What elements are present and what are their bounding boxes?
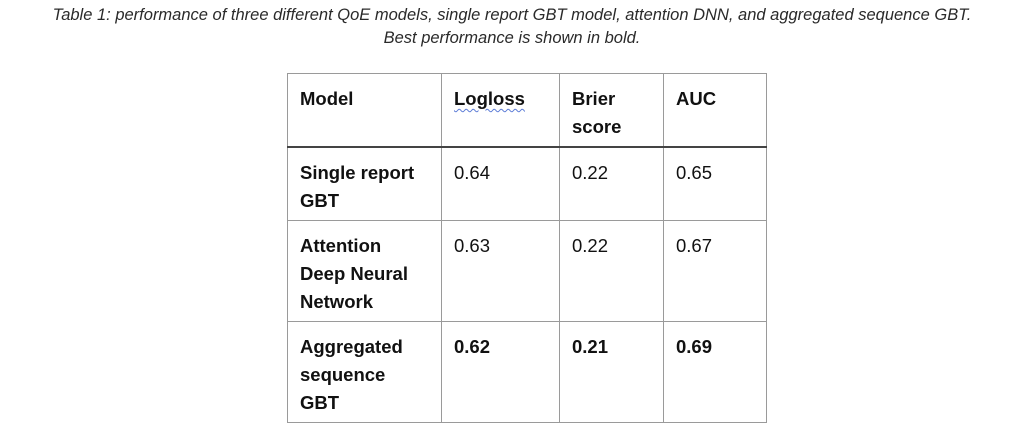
cell-logloss: 0.63 [441,220,560,322]
header-brier-score: Brier score [559,73,664,148]
header-auc: AUC [663,73,767,148]
table-row: Single report GBT 0.64 0.22 0.65 [287,146,767,221]
table-caption: Table 1: performance of three different … [0,4,1024,50]
caption-line-2: Best performance is shown in bold. [383,29,641,47]
results-table: Model Logloss Brier score AUC Single rep… [287,73,767,423]
cell-brier-score: 0.22 [559,220,664,322]
table-header-row: Model Logloss Brier score AUC [287,73,767,148]
caption-line-1: Table 1: performance of three different … [52,6,972,24]
cell-brier-score: 0.22 [559,146,664,221]
table-row: Aggregated sequence GBT 0.62 0.21 0.69 [287,321,767,423]
header-logloss: Logloss [441,73,560,148]
row-model-name: Aggregated sequence GBT [287,321,442,423]
table-row: Attention Deep Neural Network 0.63 0.22 … [287,220,767,322]
row-model-name: Single report GBT [287,146,442,221]
cell-auc: 0.69 [663,321,767,423]
cell-logloss: 0.64 [441,146,560,221]
row-model-name: Attention Deep Neural Network [287,220,442,322]
cell-logloss: 0.62 [441,321,560,423]
cell-brier-score: 0.21 [559,321,664,423]
cell-auc: 0.65 [663,146,767,221]
header-model: Model [287,73,442,148]
cell-auc: 0.67 [663,220,767,322]
header-logloss-label: Logloss [454,88,525,109]
